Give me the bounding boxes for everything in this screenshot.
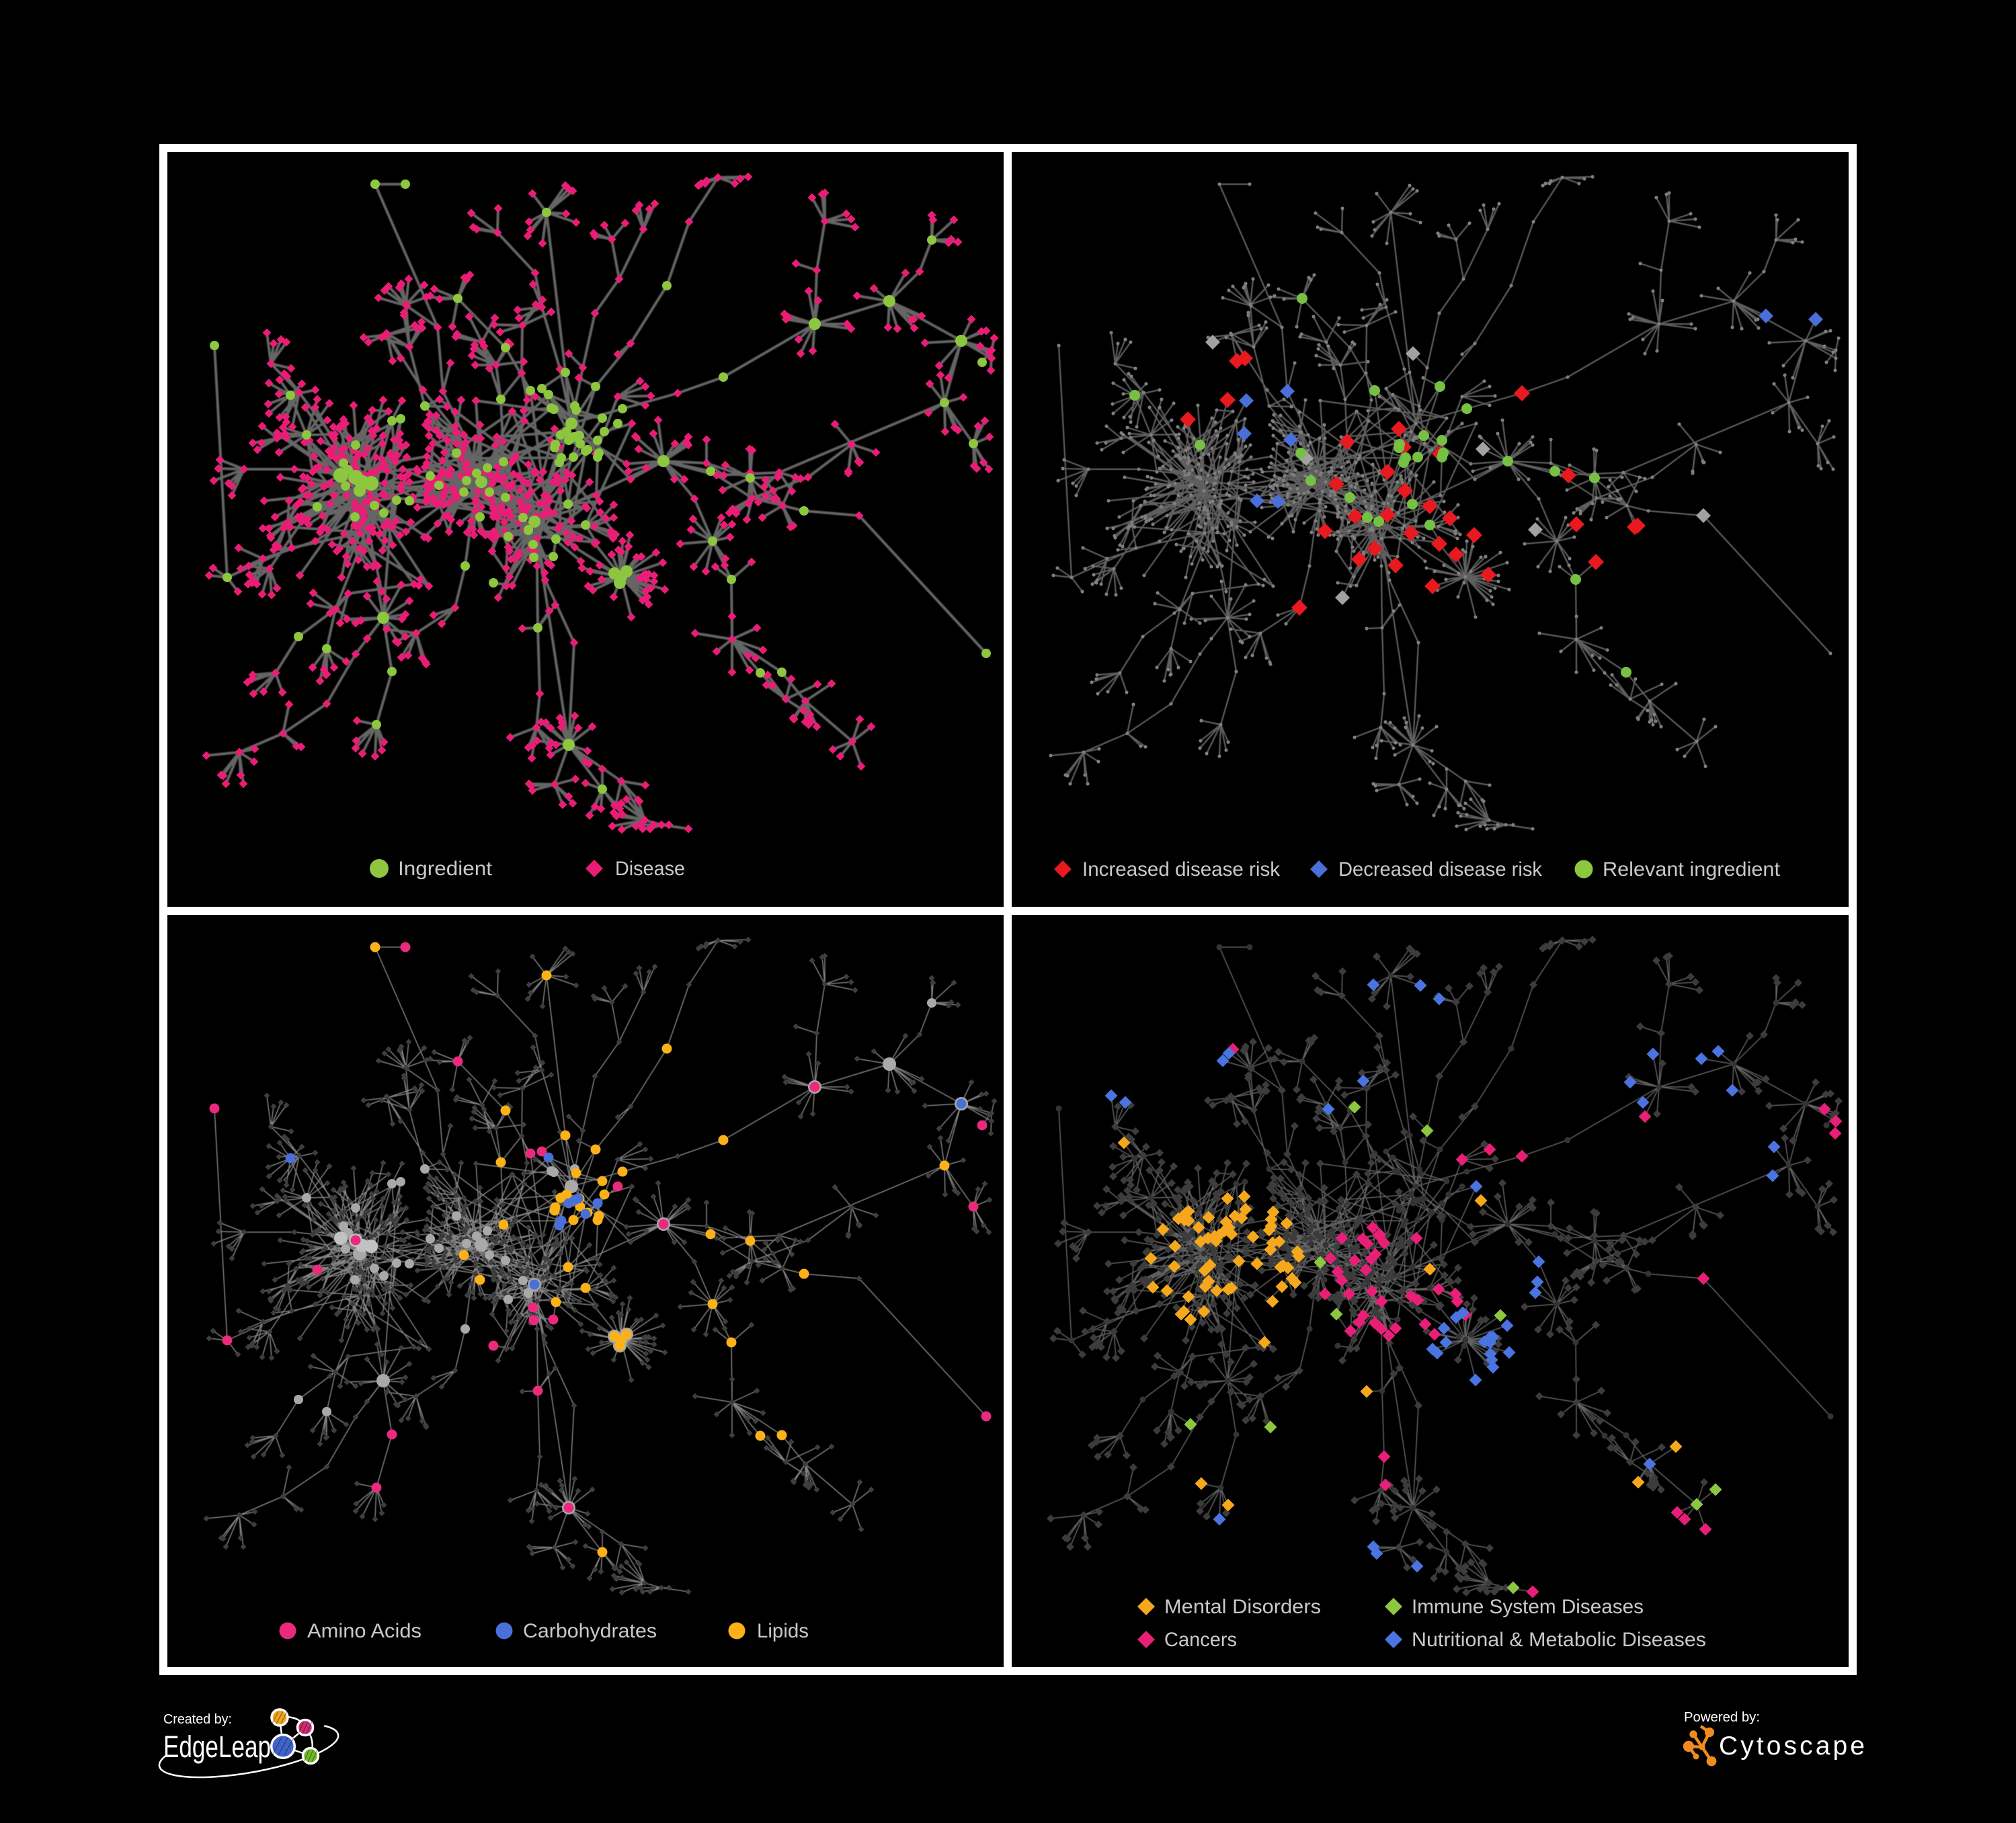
svg-text:Amino Acids: Amino Acids <box>307 1620 421 1642</box>
svg-text:Powered by:: Powered by: <box>1684 1709 1760 1725</box>
svg-text:Created by:: Created by: <box>163 1711 232 1727</box>
svg-text:Lipids: Lipids <box>757 1620 809 1642</box>
svg-text:Ingredient: Ingredient <box>398 858 493 880</box>
svg-text:Cancers: Cancers <box>1164 1629 1237 1651</box>
svg-text:Nutritional & Metabolic Diseas: Nutritional & Metabolic Diseases <box>1412 1629 1706 1651</box>
svg-text:Disease: Disease <box>615 858 685 880</box>
svg-text:Cytoscape: Cytoscape <box>1719 1732 1865 1760</box>
svg-text:Mental Disorders: Mental Disorders <box>1164 1596 1321 1618</box>
svg-text:Decreased disease risk: Decreased disease risk <box>1338 858 1543 881</box>
svg-text:Immune System Diseases: Immune System Diseases <box>1412 1596 1644 1618</box>
svg-text:Relevant ingredient: Relevant ingredient <box>1603 858 1781 881</box>
svg-text:Carbohydrates: Carbohydrates <box>523 1620 657 1642</box>
svg-text:Increased disease risk: Increased disease risk <box>1082 858 1281 881</box>
svg-text:EdgeLeap: EdgeLeap <box>163 1730 271 1764</box>
